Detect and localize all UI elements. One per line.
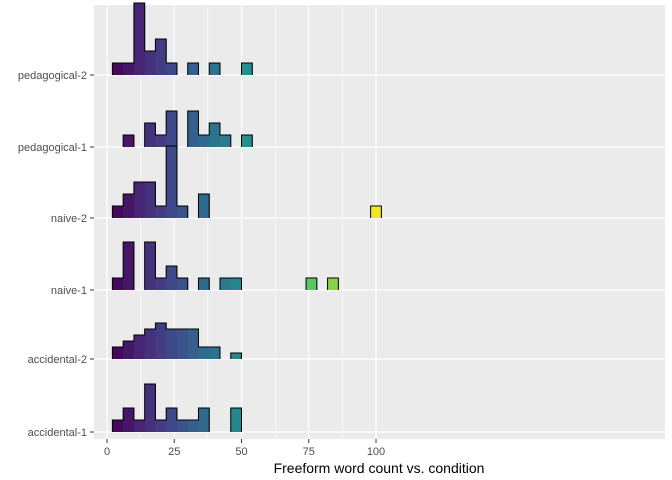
series-accidental-1 <box>111 383 242 432</box>
histogram-bar <box>144 51 156 75</box>
histogram-outline <box>111 241 339 290</box>
histogram-outline <box>111 145 382 218</box>
histogram-bar <box>133 420 146 432</box>
histogram-bar <box>176 329 189 359</box>
histogram-bar <box>144 242 156 290</box>
histogram-bar <box>123 194 135 218</box>
histogram-bar <box>230 408 242 432</box>
histogram-bar <box>219 278 232 290</box>
histogram-bar <box>327 278 339 290</box>
y-tick-label: naive-2 <box>51 213 87 225</box>
histogram-bar <box>166 146 178 218</box>
histogram-bar <box>155 39 167 75</box>
histogram-bar <box>187 63 199 75</box>
histogram-bar <box>112 347 124 359</box>
histogram-bar <box>112 63 124 75</box>
histogram-bar <box>166 63 178 75</box>
histogram-bar <box>144 123 156 147</box>
y-tick-label: pedagogical-2 <box>18 70 87 82</box>
histogram-outline <box>111 2 253 75</box>
series-naive-2 <box>111 145 382 218</box>
histogram-bar <box>155 206 167 218</box>
histogram-bar <box>155 135 167 147</box>
histogram-bar <box>112 278 124 290</box>
histogram-bar <box>144 329 156 359</box>
y-tick-label: accidental-2 <box>28 354 87 366</box>
series-pedagogical-1 <box>122 110 253 147</box>
histogram-bar <box>123 408 135 432</box>
histogram-bar <box>155 323 167 359</box>
histogram-bar <box>198 347 210 359</box>
x-tick-label: 0 <box>104 446 110 458</box>
histogram-bar <box>198 135 210 147</box>
histogram-bar <box>198 408 210 432</box>
histogram-bar <box>166 111 178 147</box>
histogram-bar <box>133 3 146 75</box>
x-tick-label: 75 <box>303 446 315 458</box>
histogram-bar <box>123 63 135 75</box>
histogram-outline <box>122 110 253 147</box>
plot-panel <box>94 5 665 439</box>
histogram-bars <box>111 2 382 432</box>
histogram-bar <box>123 242 135 290</box>
y-tick-label: accidental-1 <box>28 427 87 439</box>
histogram-outline <box>111 383 242 432</box>
histogram-bar <box>230 278 242 290</box>
histogram-bar <box>306 278 318 290</box>
axes: accidental-1 accidental-2 naive-1 naive-2 pe… <box>18 70 385 458</box>
histogram-bar <box>209 347 221 359</box>
histogram-bar <box>370 206 382 218</box>
series-accidental-2 <box>111 322 242 359</box>
histogram-bar <box>166 266 178 290</box>
histogram-bar <box>209 123 221 147</box>
histogram-bar <box>112 206 124 218</box>
histogram-bar <box>155 420 167 432</box>
series-pedagogical-2 <box>111 2 253 75</box>
histogram-bar <box>166 408 178 432</box>
histogram-bar <box>144 182 156 218</box>
histogram-bar <box>123 341 135 359</box>
x-tick-label: 50 <box>235 446 247 458</box>
x-axis-title: Freeform word count vs. condition <box>274 460 485 476</box>
histogram-bar <box>123 135 135 147</box>
histogram-bar <box>166 329 178 359</box>
histogram-bar <box>241 63 253 75</box>
histogram-bar <box>187 329 199 359</box>
series-naive-1 <box>111 241 339 290</box>
histogram-bar <box>133 335 146 359</box>
histogram-bar <box>133 182 146 218</box>
histogram-bar <box>230 353 242 359</box>
histogram-bar <box>209 63 221 75</box>
histogram-bar <box>187 420 199 432</box>
histogram-bar <box>144 384 156 432</box>
x-tick-label: 100 <box>367 446 385 458</box>
histogram-outline <box>111 322 242 359</box>
histogram-bar <box>198 194 210 218</box>
y-tick-label: pedagogical-1 <box>18 142 87 154</box>
histogram-bar <box>112 420 124 432</box>
histogram-bar <box>187 111 199 147</box>
histogram-bar <box>176 278 189 290</box>
histogram-bar <box>241 135 253 147</box>
y-tick-label: naive-1 <box>51 285 87 297</box>
histogram-bar <box>219 135 232 147</box>
histogram-bar <box>176 420 189 432</box>
x-tick-label: 25 <box>168 446 180 458</box>
histogram-bar <box>176 206 189 218</box>
histogram-bar <box>198 278 210 290</box>
histogram-bar <box>155 278 167 290</box>
